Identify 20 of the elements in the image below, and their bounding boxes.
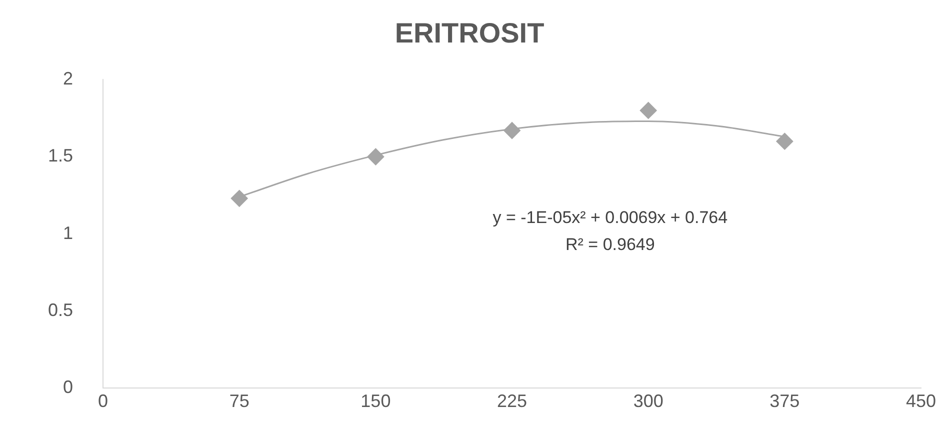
x-tick-label: 0: [98, 390, 108, 411]
x-tick-label: 450: [906, 390, 936, 411]
x-tick-label: 225: [496, 390, 528, 411]
point: [230, 190, 248, 207]
point: [640, 102, 657, 119]
x-tick-label: 75: [229, 390, 250, 411]
annotation: R² = 0.9649: [566, 235, 655, 254]
x-tick-label: 300: [633, 390, 664, 411]
point: [367, 148, 384, 166]
point: [504, 122, 521, 140]
y-tick-label: 0.5: [48, 300, 74, 320]
y-tick-label: 1: [63, 222, 74, 243]
annotation: y = -1E-05x² + 0.0069x + 0.764: [492, 208, 728, 228]
y-tick-label: 0: [63, 377, 74, 398]
x-tick-label: 375: [770, 390, 800, 411]
y-tick-label: 1.5: [48, 146, 74, 166]
y-tick-label: 2: [63, 68, 74, 89]
x-tick-label: 150: [360, 390, 391, 411]
chart-title: ERITROSIT: [394, 18, 544, 49]
point: [776, 132, 794, 150]
